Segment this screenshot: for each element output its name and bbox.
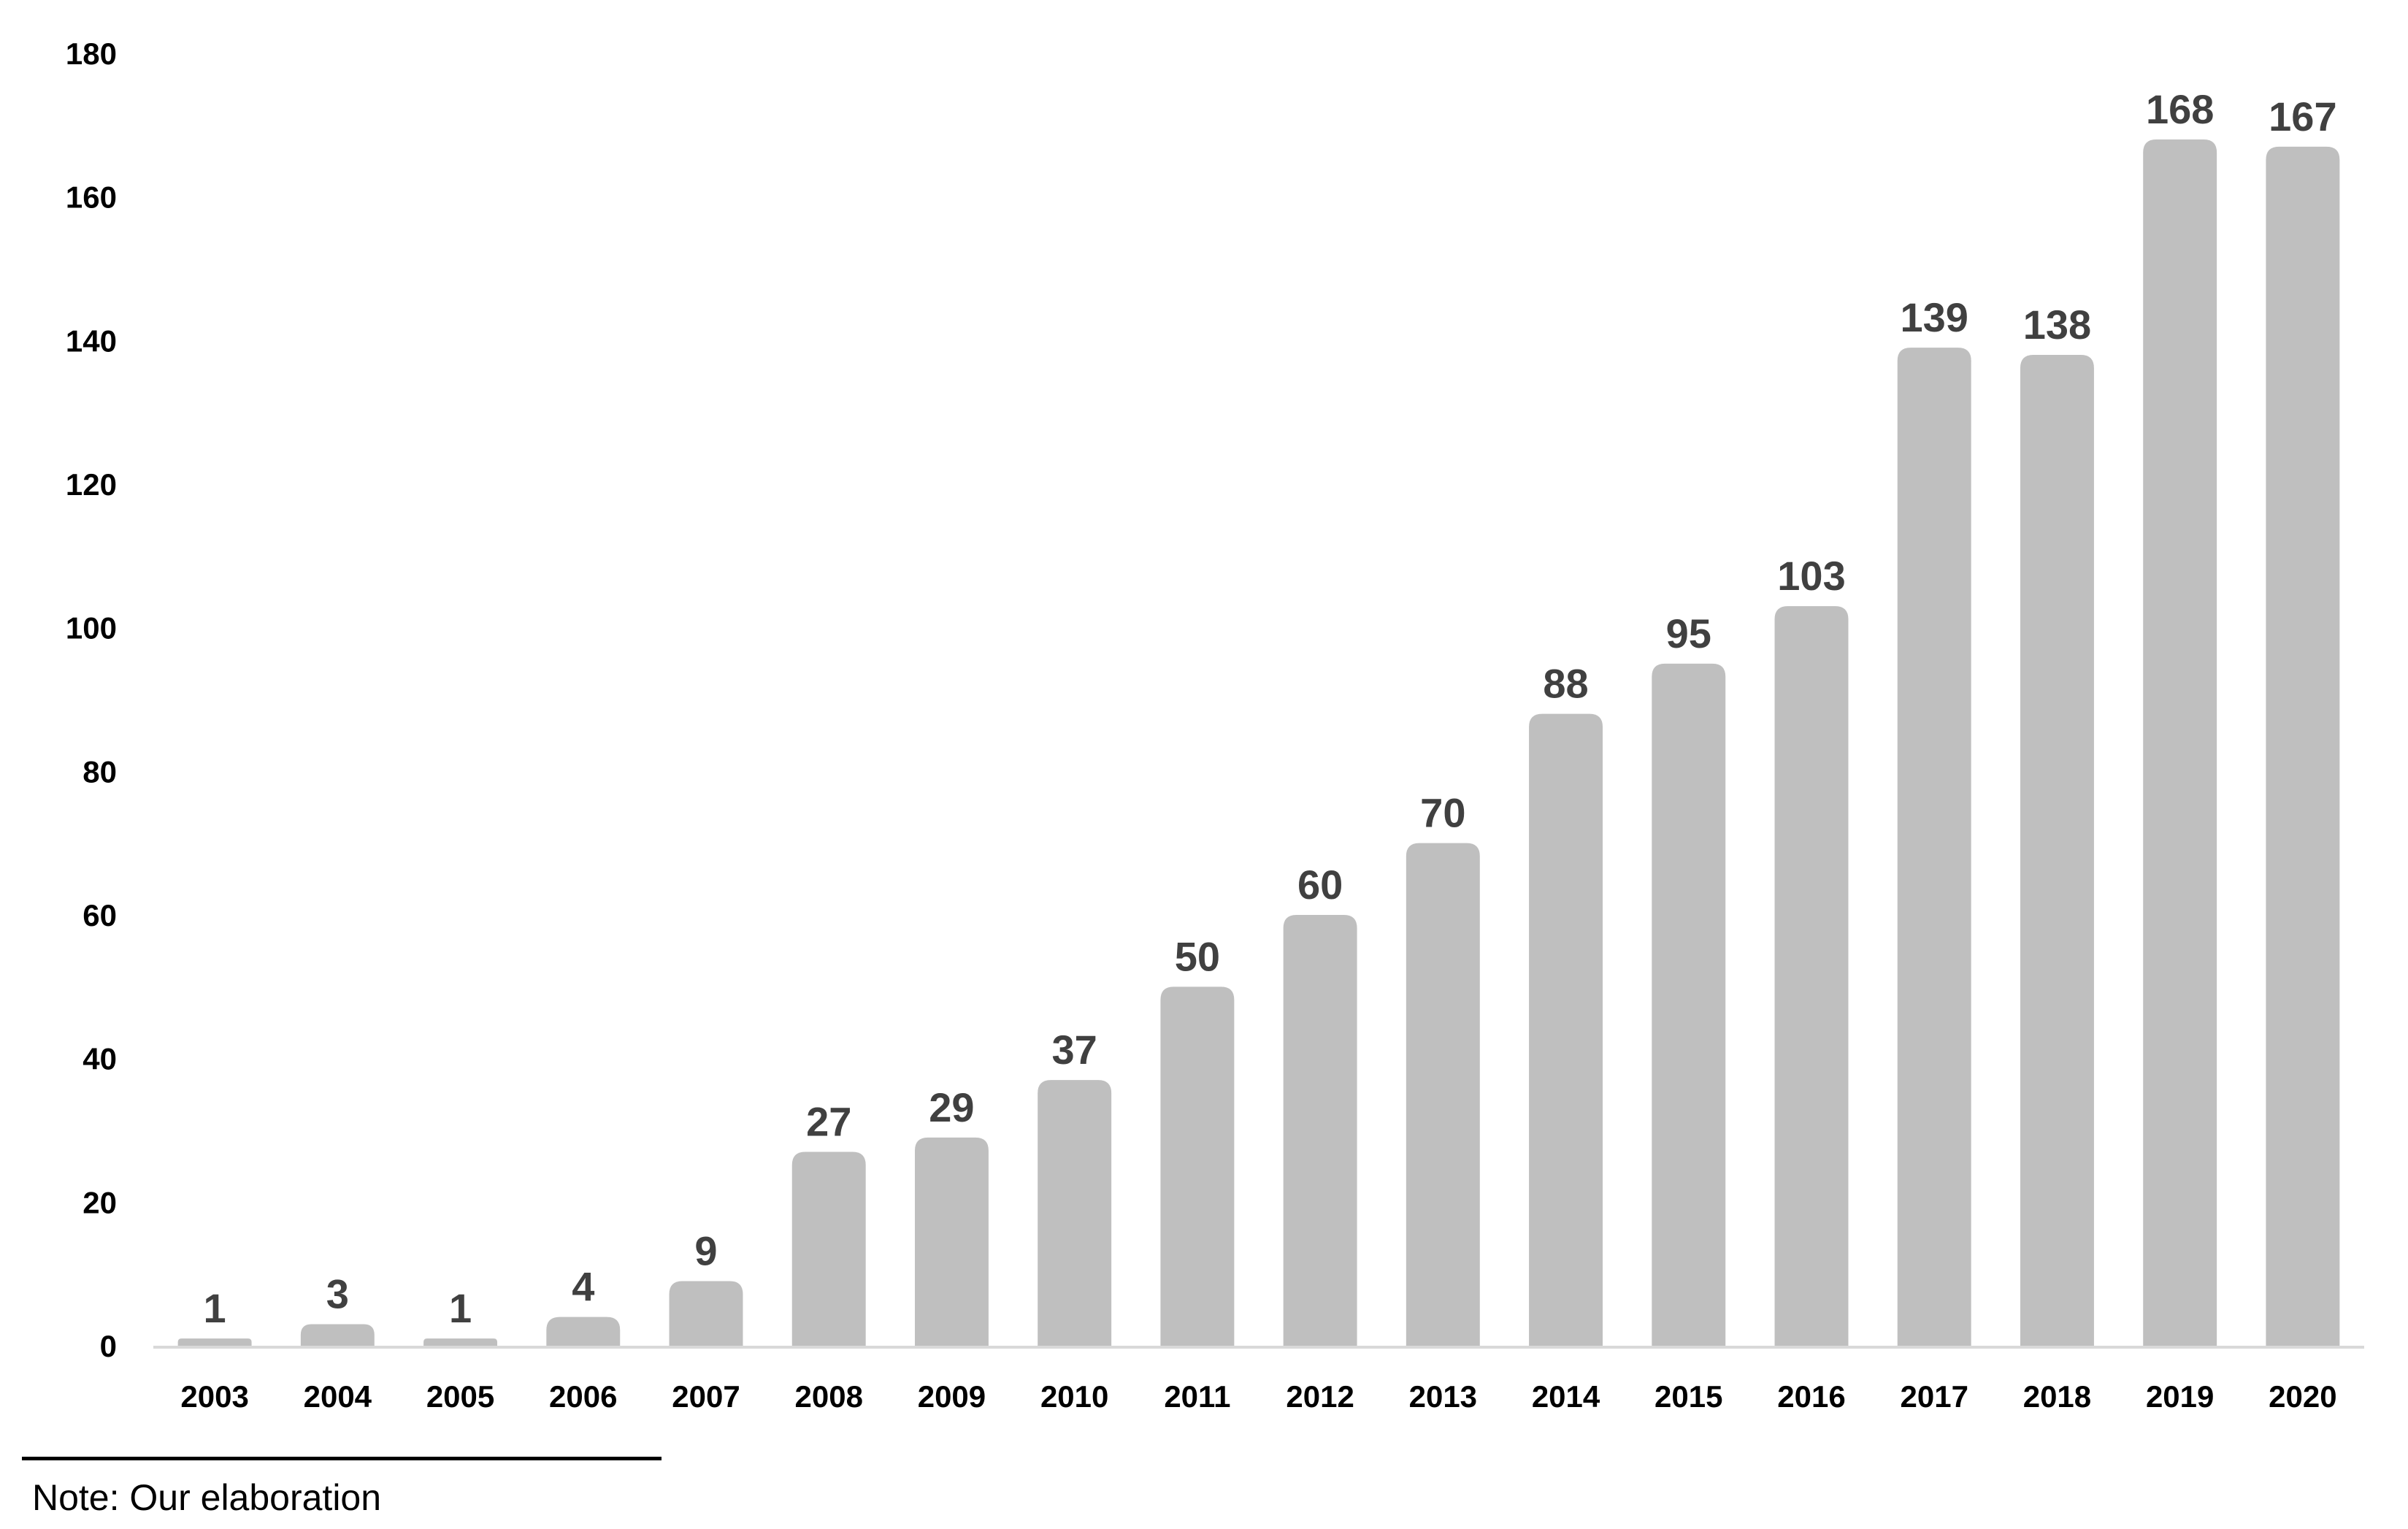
bar-2007 xyxy=(669,1281,743,1346)
x-tick-label: 2004 xyxy=(304,1379,372,1414)
x-tick-label: 2016 xyxy=(1777,1379,1845,1414)
y-tick-label: 160 xyxy=(66,180,117,215)
x-tick-label: 2010 xyxy=(1040,1379,1108,1414)
y-tick-label: 120 xyxy=(66,467,117,502)
bar-2005 xyxy=(423,1338,498,1346)
x-tick-label: 2012 xyxy=(1286,1379,1354,1414)
bar-2016 xyxy=(1774,606,1849,1346)
data-label: 50 xyxy=(1175,933,1220,979)
data-label: 3 xyxy=(326,1271,349,1317)
y-tick-label: 40 xyxy=(83,1042,117,1076)
x-tick-label: 2015 xyxy=(1654,1379,1722,1414)
data-label: 1 xyxy=(204,1285,226,1331)
x-tick-label: 2005 xyxy=(426,1379,494,1414)
data-label: 4 xyxy=(572,1264,594,1310)
x-tick-label: 2020 xyxy=(2269,1379,2336,1414)
x-tick-label: 2008 xyxy=(795,1379,863,1414)
y-tick-label: 180 xyxy=(66,37,117,71)
x-tick-label: 2009 xyxy=(918,1379,986,1414)
bar-2019 xyxy=(2143,139,2217,1346)
bars xyxy=(177,139,2340,1346)
data-label: 70 xyxy=(1420,790,1465,836)
x-axis-ticks: 2003 2004 2005 2006 2007 2008 2009 2010 2011 2012… xyxy=(180,1379,2336,1414)
x-tick-label: 2007 xyxy=(672,1379,740,1414)
bar-2018 xyxy=(2020,355,2094,1346)
data-label: 60 xyxy=(1297,862,1343,908)
data-label: 27 xyxy=(806,1099,851,1145)
x-tick-label: 2003 xyxy=(180,1379,248,1414)
y-tick-label: 60 xyxy=(83,898,117,932)
data-label: 37 xyxy=(1052,1027,1097,1073)
data-label: 1 xyxy=(449,1285,472,1331)
data-label: 9 xyxy=(694,1228,717,1274)
y-axis-ticks: 0 20 40 60 80 100 120 140 160 180 xyxy=(66,37,117,1363)
bar-2020 xyxy=(2266,146,2340,1346)
data-label: 139 xyxy=(1901,294,1968,340)
x-tick-label: 2011 xyxy=(1164,1379,1230,1414)
note-divider xyxy=(22,1457,662,1460)
data-label: 29 xyxy=(929,1084,974,1130)
bar-2008 xyxy=(791,1151,866,1346)
data-label: 168 xyxy=(2146,86,2214,132)
bar-2009 xyxy=(914,1137,989,1346)
x-tick-label: 2006 xyxy=(549,1379,617,1414)
bar-2013 xyxy=(1406,843,1480,1346)
x-tick-label: 2014 xyxy=(1532,1379,1600,1414)
y-tick-label: 20 xyxy=(83,1185,117,1219)
bar-2003 xyxy=(177,1338,252,1346)
bar-2012 xyxy=(1283,915,1357,1346)
y-tick-label: 140 xyxy=(66,323,117,358)
bar-2015 xyxy=(1652,663,1726,1346)
x-tick-label: 2017 xyxy=(1901,1379,1968,1414)
data-label: 167 xyxy=(2269,93,2336,139)
bar-2017 xyxy=(1897,348,1971,1346)
data-label: 103 xyxy=(1777,553,1845,599)
y-tick-label: 80 xyxy=(83,754,117,789)
data-label: 88 xyxy=(1543,661,1588,707)
y-tick-label: 100 xyxy=(66,611,117,645)
bar-2011 xyxy=(1160,986,1235,1346)
bar-2014 xyxy=(1529,713,1603,1346)
x-tick-label: 2013 xyxy=(1409,1379,1477,1414)
bar-2004 xyxy=(300,1324,375,1346)
x-tick-label: 2018 xyxy=(2023,1379,2091,1414)
y-tick-label: 0 xyxy=(100,1329,117,1363)
bar-2006 xyxy=(546,1317,621,1346)
data-label: 138 xyxy=(2023,302,2091,348)
note-text: Note: Our elaboration xyxy=(32,1477,382,1518)
data-label: 95 xyxy=(1666,610,1711,656)
data-labels: 1 3 1 4 9 27 29 37 50 60 70 88 95 103 139 138 168 167 xyxy=(204,86,2337,1331)
bar-2010 xyxy=(1038,1080,1112,1346)
x-tick-label: 2019 xyxy=(2146,1379,2214,1414)
